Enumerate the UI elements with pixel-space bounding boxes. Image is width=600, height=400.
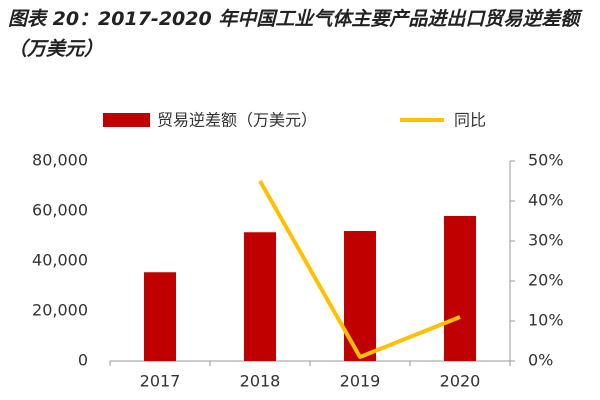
bar <box>144 272 176 361</box>
x-tick-label: 2020 <box>440 372 481 391</box>
y-tick-label: 80,000 <box>32 151 88 170</box>
x-tick-label: 2018 <box>240 372 281 391</box>
line <box>258 180 461 359</box>
y2-tick-label: 20% <box>528 271 564 290</box>
legend-swatch <box>103 113 150 127</box>
x-tick-label: 2019 <box>340 372 381 391</box>
y2-tick-label: 30% <box>528 231 564 250</box>
y-tick-label: 20,000 <box>32 301 88 320</box>
bar <box>344 231 376 361</box>
y-tick-label: 60,000 <box>32 201 88 220</box>
y2-tick-label: 10% <box>528 311 564 330</box>
y2-tick-label: 40% <box>528 191 564 210</box>
y2-tick-label: 0% <box>528 351 553 370</box>
legend-label: 贸易逆差额（万美元） <box>157 111 317 130</box>
y-tick-label: 0 <box>78 351 88 370</box>
bar <box>244 232 276 361</box>
y2-tick-label: 50% <box>528 151 564 170</box>
y-tick-label: 40,000 <box>32 251 88 270</box>
x-tick-label: 2017 <box>140 372 181 391</box>
legend-label: 同比 <box>454 111 486 130</box>
chart-title: 图表 20：2017-2020 年中国工业气体主要产品进出口贸易逆差额（万美元） <box>8 8 580 60</box>
bar <box>444 216 476 361</box>
